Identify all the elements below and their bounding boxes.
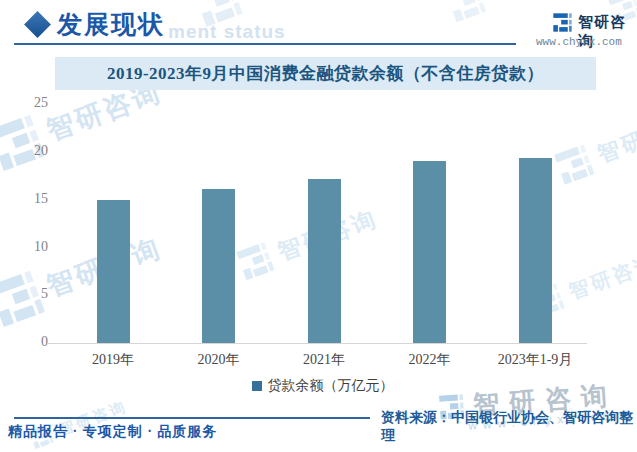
brand-logo-icon — [552, 12, 573, 33]
x-axis-line — [48, 343, 587, 344]
brand-website: www.chyxx.com — [536, 36, 622, 48]
footer-rule — [14, 417, 370, 419]
footer-tagline: 精品报告 · 专项定制 · 品质服务 — [8, 423, 217, 441]
y-axis-tick-label: 20 — [14, 143, 48, 159]
legend-marker-square — [252, 381, 262, 391]
header-rule — [14, 43, 516, 45]
x-axis-category-label: 2019年 — [58, 351, 168, 369]
bar-2022年 — [413, 161, 446, 343]
x-axis-category-label: 2021年 — [269, 351, 379, 369]
bar-2020年 — [202, 189, 235, 343]
y-axis-tick-label: 15 — [14, 191, 48, 207]
infographic-page: 智研咨询 智研咨询 智研咨询 智研咨询 智研咨询 智研咨询 智研咨询 www.c… — [0, 0, 637, 452]
chart-legend: 贷款余额（万亿元） — [58, 377, 587, 395]
data-source-text: 资料来源：中国银行业协会、智研咨询整理 — [381, 409, 637, 445]
bar-2019年 — [97, 200, 130, 343]
x-axis-category-label: 2022年 — [375, 351, 485, 369]
bar-2021年 — [308, 179, 341, 343]
y-axis-tick-label: 10 — [14, 239, 48, 255]
y-axis-tick-label: 5 — [14, 286, 48, 302]
x-axis-category-label: 2023年1-9月 — [480, 351, 590, 369]
x-axis-category-label: 2020年 — [164, 351, 274, 369]
y-axis-tick-label: 25 — [14, 95, 48, 111]
bar-2023年1-9月 — [519, 158, 552, 343]
legend-label: 贷款余额（万亿元） — [268, 377, 394, 395]
section-title: 发展现状 — [57, 8, 165, 41]
y-axis-tick-label: 0 — [14, 334, 48, 350]
